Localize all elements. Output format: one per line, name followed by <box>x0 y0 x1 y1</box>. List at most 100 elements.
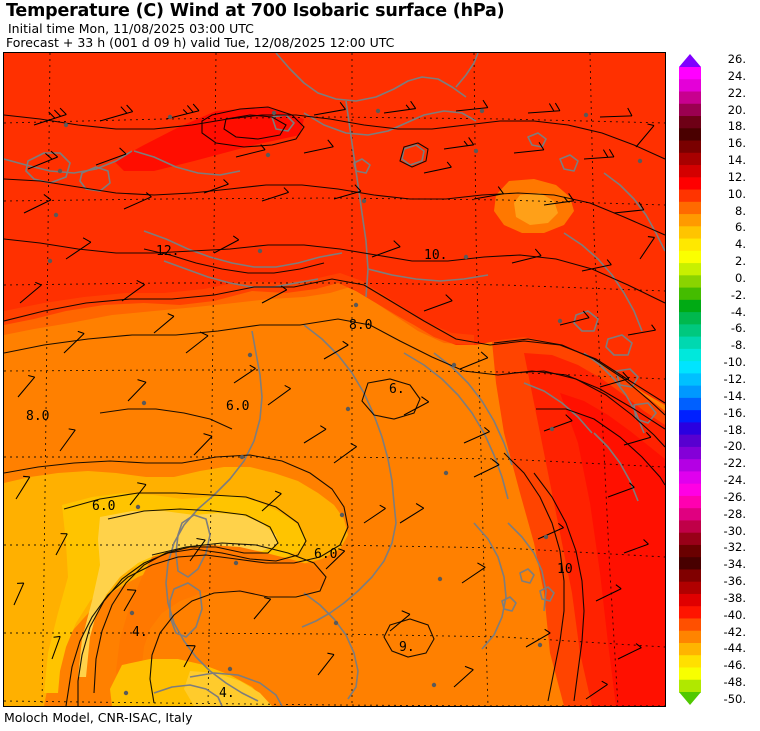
colorbar-tick-label: -16. <box>723 405 746 420</box>
colorbar-tick-label: 4. <box>735 237 746 252</box>
colorbar-tick-label: -48. <box>723 675 746 690</box>
contour-label: 4. <box>219 686 235 701</box>
colorbar-tick-label: 12. <box>727 169 746 184</box>
colorbar-band <box>679 226 701 240</box>
temp-band-peninsula <box>116 545 326 701</box>
temp-band-10-transition <box>4 273 474 345</box>
colorbar-band <box>679 557 701 571</box>
colorbar-band <box>679 569 701 583</box>
coastline-layer <box>4 53 665 706</box>
colorbar-tick-labels: 26. 24. 22. 20. 18. 16. 14. 12. 10. 8. 6. 4. 2. 0. -2.… <box>713 52 758 707</box>
colorbar-band <box>679 263 701 276</box>
colorbar-tick-label: 22. <box>727 85 746 100</box>
map-header: Temperature (C) Wind at 700 Isobaric sur… <box>0 0 760 52</box>
colorbar-tick-label: 14. <box>727 153 746 168</box>
colorbar-band <box>679 312 701 325</box>
colorbar-band <box>679 532 701 546</box>
colorbar-band <box>679 116 701 129</box>
contour-label: 6.0 <box>314 547 337 562</box>
colorbar-tick-label: -10. <box>723 355 746 370</box>
contour-label: 10 <box>557 562 573 577</box>
colorbar-tick-label: 6. <box>735 220 746 235</box>
colorbar-tick-label: 10. <box>727 186 746 201</box>
colorbar-band <box>679 618 701 632</box>
colorbar-tick-label: -28. <box>723 506 746 521</box>
colorbar-tick-label: -30. <box>723 523 746 538</box>
colorbar-band <box>679 642 701 656</box>
temperature-wind-map[interactable]: 12. 10. 8.0 8.0 6.0 6. 6.0 6.0 4. 4. 10 9. <box>4 53 665 706</box>
colorbar-tick-label: 0. <box>735 270 746 285</box>
contour-label: 6. <box>389 382 405 397</box>
colorbar-tick-label: -40. <box>723 607 746 622</box>
colorbar-band <box>679 201 701 215</box>
colorbar-band <box>679 348 701 362</box>
colorbar-tick-label: 8. <box>735 203 746 218</box>
colorbar-swatches <box>679 54 701 705</box>
colorbar-band <box>679 581 701 595</box>
colorbar-band <box>679 385 701 399</box>
weather-map-panel[interactable]: 12. 10. 8.0 8.0 6.0 6. 6.0 6.0 4. 4. 10 9. <box>3 52 666 707</box>
colorbar-tick-label: -42. <box>723 624 746 639</box>
colorbar-band <box>679 79 701 93</box>
colorbar-tick-label: -44. <box>723 641 746 656</box>
colorbar-tick-label: -14. <box>723 388 746 403</box>
colorbar-tick-label: -46. <box>723 658 746 673</box>
colorbar-band <box>679 152 701 166</box>
colorbar-band <box>679 336 701 350</box>
model-attribution: Moloch Model, CNR-ISAC, Italy <box>4 710 193 725</box>
colorbar-band <box>679 238 701 252</box>
colorbar-band <box>679 655 701 669</box>
colorbar-band <box>679 140 701 154</box>
contour-label: 8.0 <box>349 318 372 333</box>
colorbar-band <box>679 434 701 448</box>
colorbar-band <box>679 520 701 534</box>
colorbar-bottom-arrow <box>679 692 701 705</box>
wind-barb-layer <box>13 99 656 700</box>
colorbar-tick-label: -8. <box>730 338 746 353</box>
colorbar-band <box>679 165 701 178</box>
colorbar-band <box>679 250 701 264</box>
colorbar-tick-label: 26. <box>727 52 746 66</box>
colorbar-band <box>679 679 701 693</box>
colorbar-band <box>679 593 701 607</box>
colorbar-band <box>679 630 701 644</box>
colorbar-band <box>679 446 701 460</box>
colorbar-band <box>679 606 701 620</box>
colorbar-tick-label: 18. <box>727 119 746 134</box>
colorbar-band <box>679 299 701 313</box>
temperature-colorbar[interactable] <box>678 52 702 707</box>
colorbar-band <box>679 459 701 473</box>
colorbar-tick-label: -20. <box>723 439 746 454</box>
colorbar-tick-label: -12. <box>723 372 746 386</box>
colorbar-band <box>679 189 701 203</box>
colorbar-tick-label: 24. <box>727 68 746 83</box>
initial-time-label: Initial time Mon, 11/08/2025 03:00 UTC <box>8 21 254 36</box>
colorbar-tick-label: -38. <box>723 590 746 605</box>
colorbar-band <box>679 128 701 142</box>
colorbar-tick-label: -26. <box>723 489 746 504</box>
colorbar-band <box>679 373 701 387</box>
colorbar-tick-label: 2. <box>735 254 746 269</box>
colorbar-band <box>679 67 701 80</box>
colorbar-tick-label: -4. <box>730 304 746 319</box>
contour-label: 4. <box>132 625 148 640</box>
colorbar-band <box>679 177 701 191</box>
colorbar-band <box>679 275 701 289</box>
temp-band-13-east <box>560 393 665 706</box>
colorbar-band <box>679 544 701 558</box>
colorbar-tick-label: 20. <box>727 102 746 117</box>
contour-label: 6.0 <box>226 399 249 414</box>
forecast-valid-label: Forecast + 33 h (001 d 09 h) valid Tue, … <box>6 35 395 50</box>
colorbar-band <box>679 324 701 338</box>
contour-label: 8.0 <box>26 409 49 424</box>
temp-band-13-alps <box>114 107 304 171</box>
colorbar-band <box>679 667 701 681</box>
colorbar-tick-label: -18. <box>723 422 746 437</box>
page-title: Temperature (C) Wind at 700 Isobaric sur… <box>6 1 505 21</box>
colorbar-band <box>679 495 701 509</box>
colorbar-band <box>679 471 701 485</box>
colorbar-band <box>679 422 701 436</box>
colorbar-tick-label: -32. <box>723 540 746 555</box>
contour-label-group: 12. 10. 8.0 8.0 6.0 6. 6.0 6.0 4. 4. 10 9. <box>26 244 573 701</box>
colorbar-tick-label: -36. <box>723 574 746 589</box>
